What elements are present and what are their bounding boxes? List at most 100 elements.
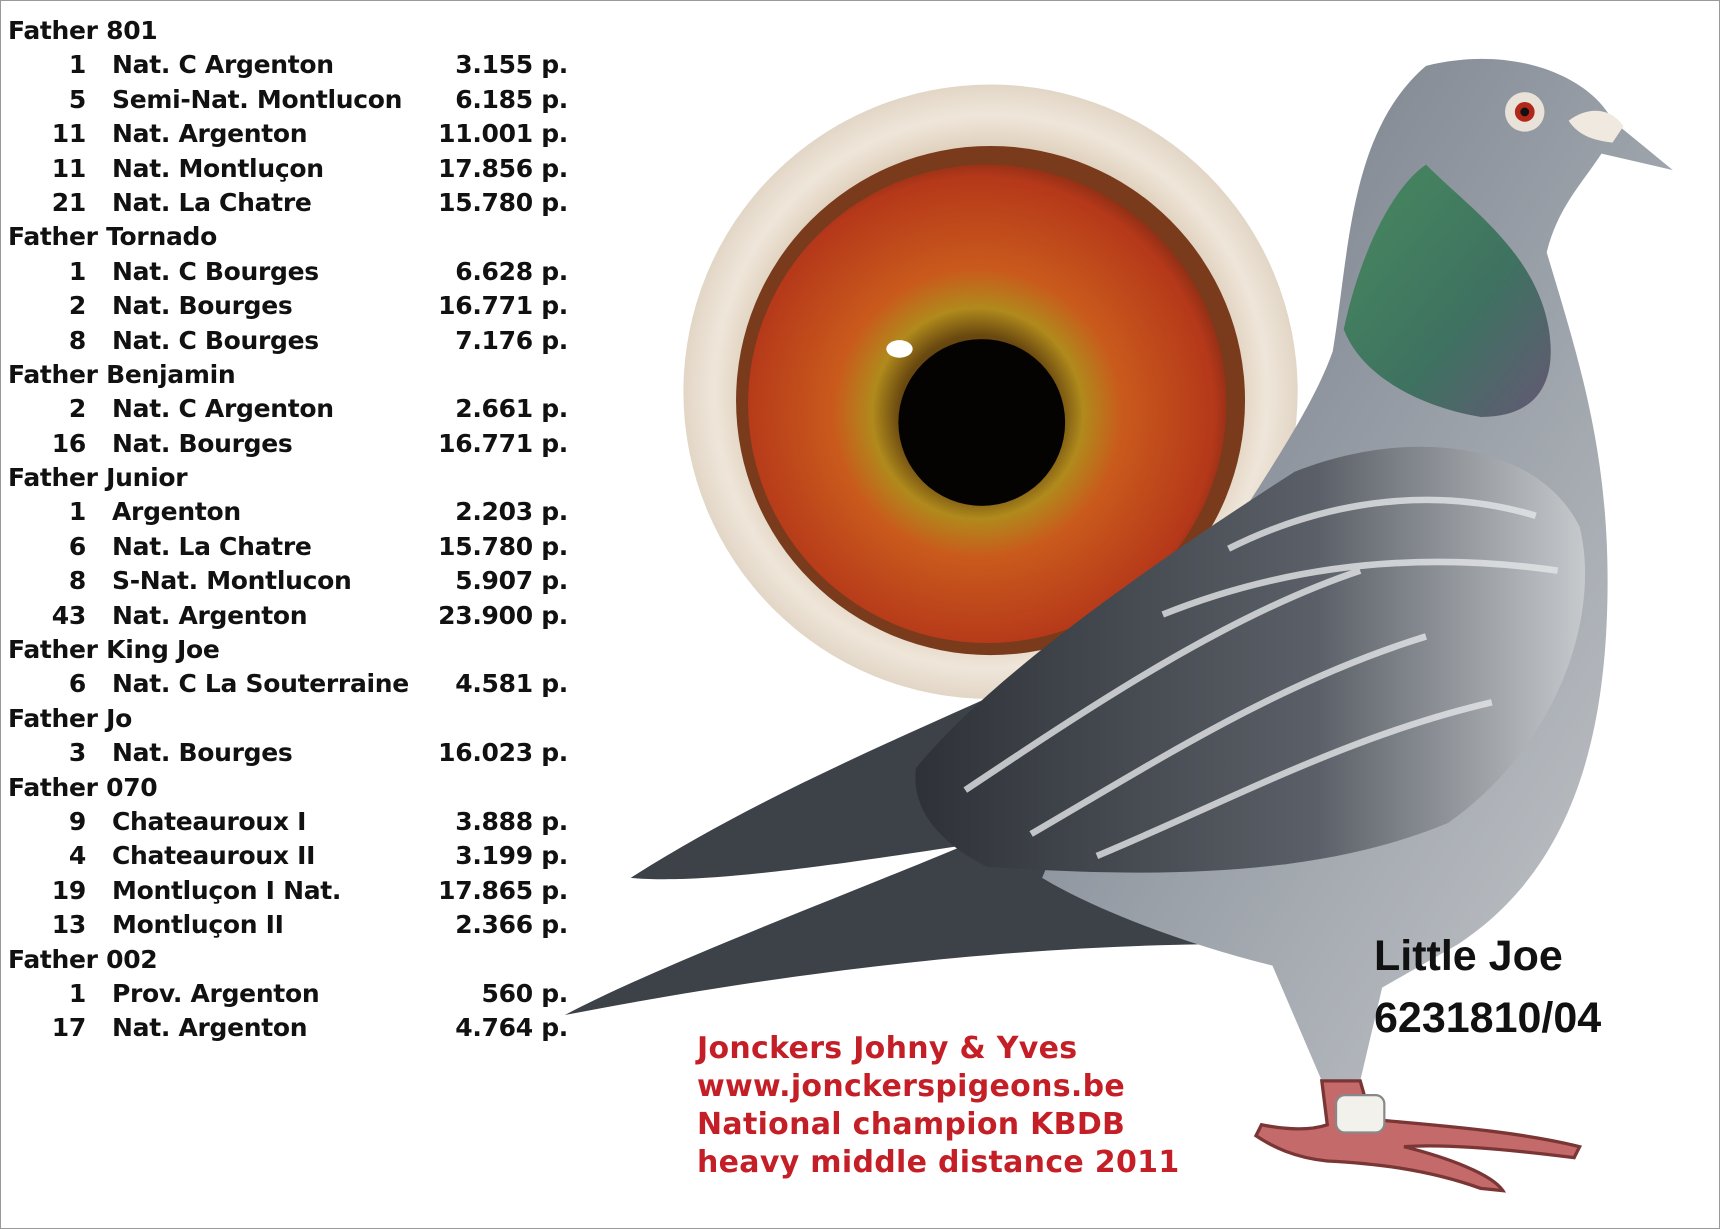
pigeon-beak-wattle — [1568, 110, 1624, 143]
result-race: Nat. Bourges — [112, 428, 293, 458]
result-race: Nat. Bourges — [112, 291, 293, 321]
result-rank: 2 — [68, 291, 86, 321]
eye-highlight — [886, 340, 913, 358]
result-row: 2 Nat. C Argenton 2.661 p. — [8, 392, 588, 426]
result-rank: 19 — [51, 875, 87, 905]
result-rank: 17 — [51, 1013, 87, 1043]
father-heading: Father 801 — [8, 16, 158, 45]
result-row: 3 Nat. Bourges 16.023 p. — [8, 736, 588, 770]
result-race: Nat. La Chatre — [112, 531, 312, 561]
breeder-website: www.jonckerspigeons.be — [697, 1069, 1126, 1104]
result-rank: 1 — [68, 978, 86, 1008]
result-rank: 11 — [51, 153, 87, 183]
pigeon-wing — [915, 446, 1586, 873]
result-rank: 6 — [68, 531, 86, 561]
result-race: Montluçon II — [112, 910, 284, 940]
result-points: 16.023 p. — [438, 738, 568, 768]
result-points: 560 p. — [481, 978, 569, 1008]
result-race: Nat. La Chatre — [112, 187, 312, 217]
result-row: 21 Nat. La Chatre 15.780 p. — [8, 186, 588, 220]
result-row: 19 Montluçon I Nat. 17.865 p. — [8, 874, 588, 908]
result-row: 4 Chateauroux II 3.199 p. — [8, 839, 588, 873]
pigeon-feet — [1253, 1079, 1582, 1193]
father-heading: Father 070 — [8, 772, 158, 802]
result-race: Nat. Argenton — [112, 119, 308, 149]
result-points: 3.888 p. — [455, 806, 568, 836]
result-rank: 3 — [68, 738, 86, 768]
result-points: 16.771 p. — [438, 428, 568, 458]
result-points: 16.771 p. — [438, 291, 568, 321]
results-list: Father 801 1 Nat. C Argenton 3.155 p. 5 Semi-… — [8, 14, 588, 1046]
result-rank: 4 — [68, 841, 86, 871]
result-points: 17.856 p. — [438, 153, 568, 183]
result-row: 9 Chateauroux I 3.888 p. — [8, 805, 588, 839]
result-points: 5.907 p. — [455, 566, 568, 596]
result-race: Nat. C Bourges — [112, 325, 319, 355]
pigeon-neck-iridescence — [1343, 164, 1551, 417]
result-row: 5 Semi-Nat. Montlucon 6.185 p. — [8, 83, 588, 117]
result-rank: 1 — [68, 497, 86, 527]
result-row: 16 Nat. Bourges 16.771 p. — [8, 427, 588, 461]
result-race: S-Nat. Montlucon — [112, 566, 352, 596]
result-points: 6.628 p. — [455, 256, 568, 286]
pigeon-pupil — [1520, 107, 1530, 117]
result-rank: 13 — [51, 910, 87, 940]
result-points: 4.581 p. — [455, 669, 568, 699]
pigeon-wing-checker — [963, 496, 1559, 859]
result-row: 6 Nat. C La Souterraine 4.581 p. — [8, 667, 588, 701]
result-rank: 16 — [51, 428, 87, 458]
result-points: 17.865 p. — [438, 875, 568, 905]
result-row: 43 Nat. Argenton 23.900 p. — [8, 599, 588, 633]
result-points: 6.185 p. — [455, 84, 568, 114]
result-rank: 43 — [51, 600, 87, 630]
result-points: 23.900 p. — [438, 600, 568, 630]
result-row: 8 S-Nat. Montlucon 5.907 p. — [8, 564, 588, 598]
result-race: Nat. Montluçon — [112, 153, 324, 183]
result-points: 3.199 p. — [455, 841, 568, 871]
result-rank: 9 — [68, 806, 86, 836]
breeder-name: Jonckers Johny & Yves — [697, 1031, 1078, 1066]
result-race: Argenton — [112, 497, 241, 527]
bird-ring-number: 6231810/04 — [1374, 994, 1602, 1042]
father-heading: Father Jo — [8, 703, 132, 733]
result-rank: 11 — [51, 119, 87, 149]
result-row: 13 Montluçon II 2.366 p. — [8, 908, 588, 942]
father-heading: Father 002 — [8, 944, 158, 974]
result-row: 11 Nat. Montluçon 17.856 p. — [8, 152, 588, 186]
result-race: Nat. Argenton — [112, 1013, 308, 1043]
result-points: 2.366 p. — [455, 910, 568, 940]
result-race: Semi-Nat. Montlucon — [112, 84, 403, 114]
result-row: 1 Nat. C Bourges 6.628 p. — [8, 255, 588, 289]
father-heading: Father King Joe — [8, 635, 220, 665]
breeder-title: National champion KBDB — [697, 1107, 1126, 1142]
result-rank: 6 — [68, 669, 86, 699]
bird-label: Little Joe 6231810/04 — [1374, 925, 1601, 1049]
result-points: 2.203 p. — [455, 497, 568, 527]
eye-pupil — [898, 339, 1066, 506]
result-points: 4.764 p. — [455, 1013, 568, 1043]
result-points: 15.780 p. — [438, 531, 568, 561]
result-rank: 21 — [51, 187, 87, 217]
result-rank: 1 — [68, 256, 86, 286]
result-rank: 8 — [68, 566, 86, 596]
result-row: 17 Nat. Argenton 4.764 p. — [8, 1011, 588, 1045]
result-row: 1 Nat. C Argenton 3.155 p. — [8, 48, 588, 82]
father-heading: Father Benjamin — [8, 359, 236, 389]
bird-name: Little Joe — [1374, 932, 1563, 980]
result-row: 6 Nat. La Chatre 15.780 p. — [8, 530, 588, 564]
breeder-title-category: heavy middle distance 2011 — [697, 1145, 1180, 1180]
result-rank: 2 — [68, 394, 86, 424]
result-race: Nat. Argenton — [112, 600, 308, 630]
result-race: Nat. C Argenton — [112, 394, 334, 424]
result-points: 3.155 p. — [455, 50, 568, 80]
result-row: 2 Nat. Bourges 16.771 p. — [8, 289, 588, 323]
result-points: 15.780 p. — [438, 187, 568, 217]
result-race: Nat. C Bourges — [112, 256, 319, 286]
result-row: 11 Nat. Argenton 11.001 p. — [8, 117, 588, 151]
father-heading: Father Junior — [8, 463, 188, 493]
result-row: 1 Prov. Argenton 560 p. — [8, 977, 588, 1011]
result-row: 1 Argenton 2.203 p. — [8, 495, 588, 529]
result-rank: 8 — [68, 325, 86, 355]
result-race: Prov. Argenton — [112, 978, 320, 1008]
